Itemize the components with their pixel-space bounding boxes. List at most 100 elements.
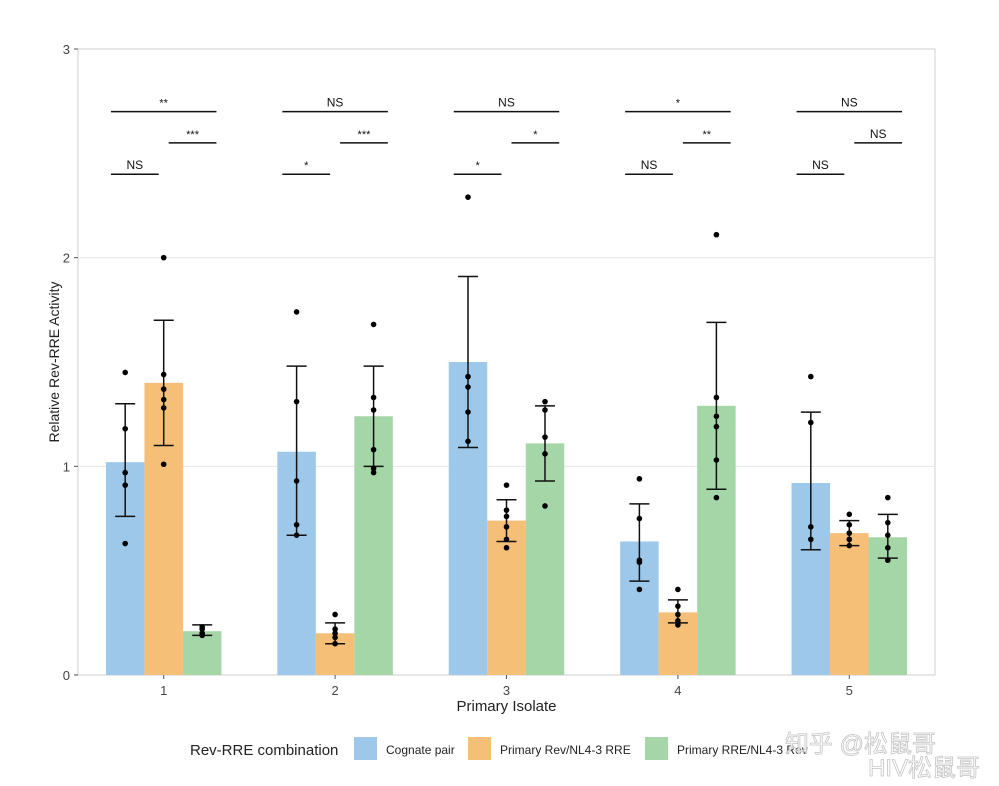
bar — [487, 520, 526, 675]
data-point — [199, 626, 205, 632]
significance-label: * — [533, 129, 538, 141]
significance-label: *** — [186, 129, 200, 141]
watermark: HIV松鼠哥 — [868, 755, 980, 781]
data-point — [332, 634, 338, 641]
data-point — [293, 309, 300, 315]
data-point — [713, 423, 720, 430]
data-point — [846, 542, 853, 549]
data-point — [808, 419, 814, 426]
data-point — [199, 632, 205, 639]
data-point — [675, 622, 681, 628]
legend-label: Cognate pair — [386, 743, 455, 757]
y-tick-label: 1 — [63, 459, 70, 474]
data-point — [370, 407, 377, 413]
data-point — [713, 394, 720, 401]
data-point — [636, 515, 643, 522]
bar — [525, 443, 565, 675]
data-point — [885, 557, 891, 564]
x-tick-label: 2 — [331, 683, 338, 698]
x-tick-label: 5 — [846, 683, 853, 698]
data-point — [846, 521, 853, 528]
data-point — [885, 494, 891, 501]
data-point — [122, 469, 128, 476]
data-point — [122, 540, 128, 547]
data-point — [885, 532, 891, 538]
data-point — [636, 586, 643, 593]
significance-label: NS — [870, 127, 887, 141]
significance-label: ** — [702, 129, 711, 141]
watermark: 知乎 @松鼠哥 — [785, 731, 936, 758]
x-tick-label: 3 — [503, 683, 510, 698]
data-point — [542, 503, 548, 509]
data-point — [542, 407, 548, 413]
data-point — [713, 231, 720, 238]
data-point — [160, 371, 167, 378]
data-point — [465, 438, 471, 445]
significance-label: *** — [358, 129, 372, 141]
data-point — [675, 603, 681, 609]
bar — [830, 533, 869, 675]
y-tick-label: 0 — [63, 668, 70, 683]
data-point — [465, 409, 471, 415]
significance-label: NS — [841, 96, 858, 110]
legend-swatch — [354, 737, 377, 760]
y-axis-label: Relative Rev-RRE Activity — [46, 281, 62, 442]
y-tick-label: 3 — [63, 42, 70, 57]
legend-label: Primary RRE/NL4-3 Rev — [677, 743, 808, 757]
legend-swatch — [645, 737, 668, 760]
data-point — [293, 521, 300, 528]
data-point — [808, 524, 814, 530]
data-point — [332, 630, 338, 637]
significance-label: * — [475, 160, 480, 172]
data-point — [542, 434, 548, 440]
data-point — [370, 465, 377, 472]
x-tick-label: 1 — [160, 683, 167, 698]
data-point — [465, 373, 471, 380]
x-axis-label: Primary Isolate — [456, 698, 556, 715]
data-point — [503, 536, 510, 543]
data-point — [370, 469, 377, 476]
data-point — [160, 396, 167, 403]
data-point — [370, 446, 377, 453]
data-point — [122, 482, 128, 488]
data-point — [465, 384, 471, 390]
data-point — [160, 386, 167, 392]
data-point — [293, 478, 300, 484]
data-point — [332, 640, 338, 647]
significance-label: ** — [159, 98, 168, 110]
data-point — [503, 482, 510, 488]
data-point — [503, 544, 510, 551]
data-point — [160, 254, 167, 261]
data-point — [503, 513, 510, 520]
significance-label: NS — [641, 158, 658, 172]
data-point — [675, 611, 681, 618]
data-point — [636, 476, 643, 482]
data-point — [808, 536, 814, 543]
data-point — [370, 321, 377, 328]
data-point — [808, 373, 814, 380]
data-point — [542, 398, 548, 405]
data-point — [542, 451, 548, 457]
data-point — [160, 405, 167, 411]
data-point — [885, 519, 891, 526]
data-point — [122, 425, 128, 432]
data-point — [846, 511, 853, 518]
data-point — [293, 398, 300, 405]
data-point — [675, 617, 681, 624]
data-point — [846, 530, 853, 536]
x-tick-label: 4 — [674, 683, 681, 698]
bar — [182, 631, 222, 675]
legend-label: Primary Rev/NL4-3 RRE — [500, 743, 631, 757]
significance-label: NS — [327, 96, 344, 110]
data-point — [713, 494, 720, 501]
data-point — [713, 457, 720, 463]
significance-label: NS — [126, 158, 143, 172]
data-point — [332, 626, 338, 632]
data-point — [465, 194, 471, 200]
legend-title: Rev-RRE combination — [190, 742, 338, 759]
data-point — [332, 611, 338, 618]
significance-label: * — [676, 98, 681, 110]
data-point — [293, 532, 300, 538]
data-point — [713, 413, 720, 420]
